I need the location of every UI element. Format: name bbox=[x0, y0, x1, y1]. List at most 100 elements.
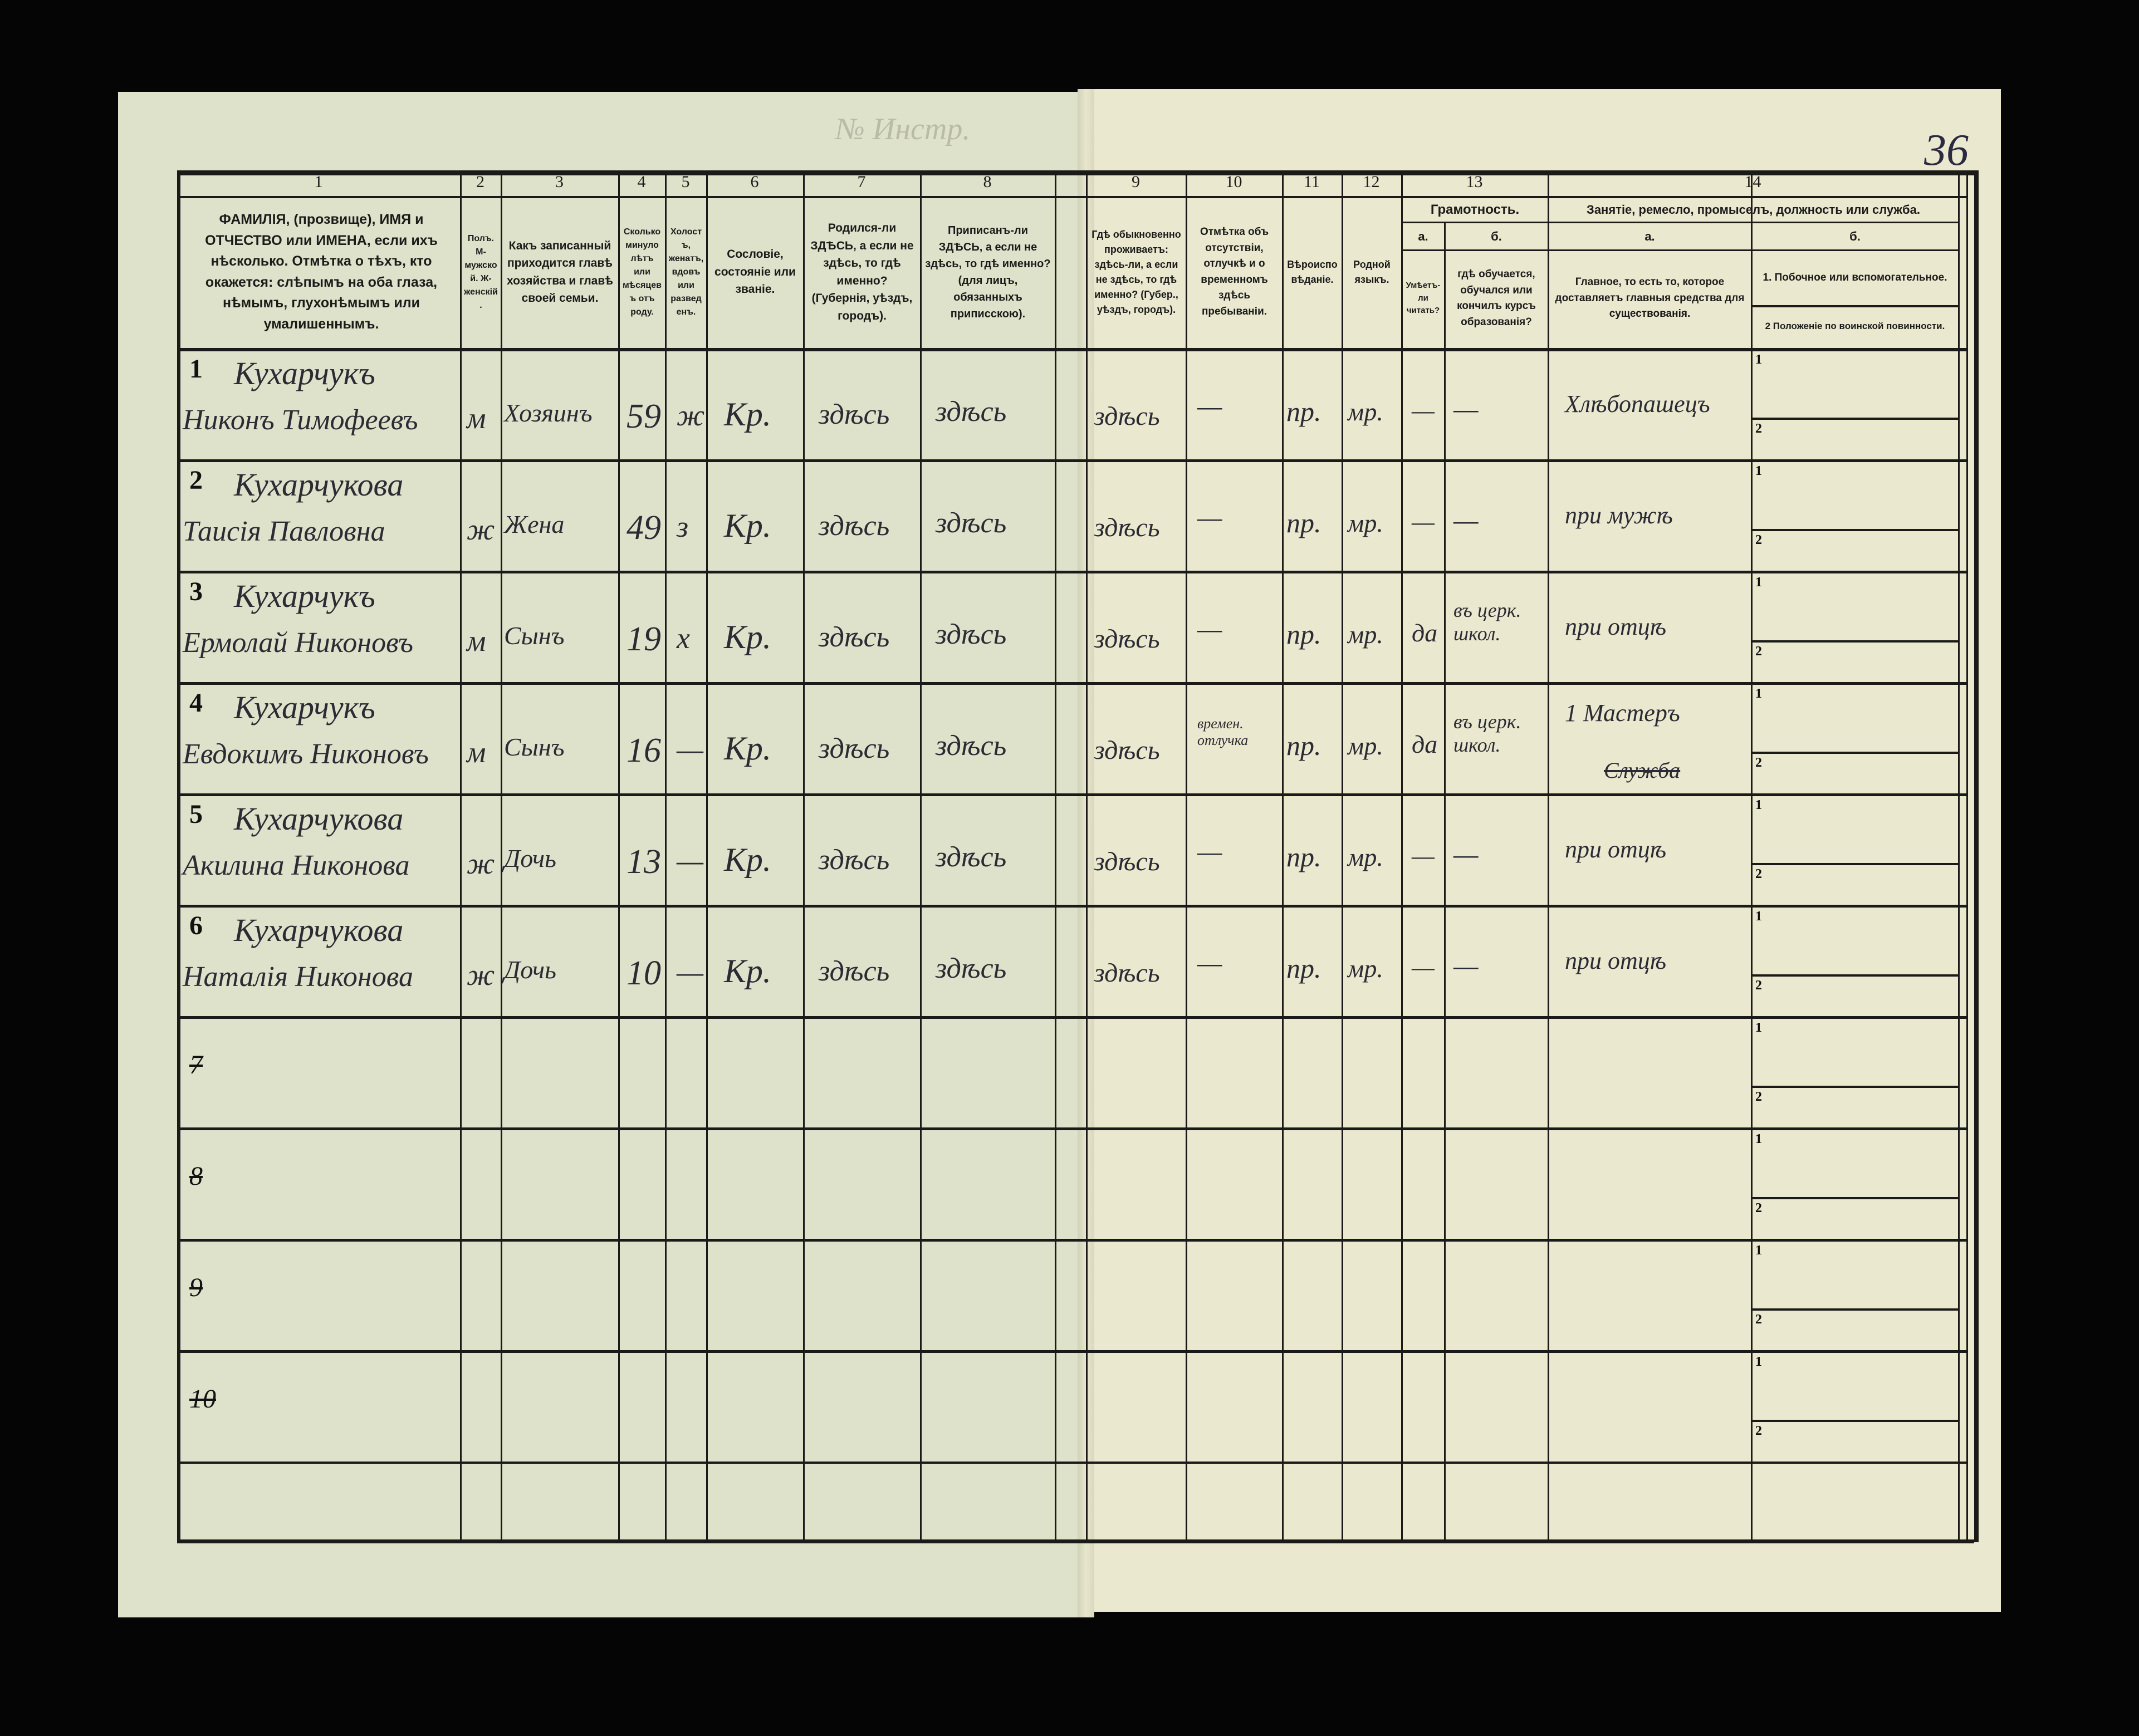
absence-value: — bbox=[1197, 613, 1222, 644]
row-number: 6 bbox=[189, 911, 203, 940]
birthplace-value: здѣсь bbox=[819, 733, 890, 764]
column-line bbox=[1055, 170, 1056, 1539]
person-given-name: Евдокимъ Никоновъ bbox=[183, 738, 429, 770]
marital-status-value: х bbox=[677, 621, 690, 655]
header-literacy-a: а. bbox=[1418, 229, 1428, 243]
language-value: мр. bbox=[1348, 509, 1383, 537]
column-number: 8 bbox=[983, 173, 992, 191]
rule-line bbox=[177, 1462, 1966, 1464]
sub-row-label: 1 bbox=[1755, 464, 1762, 478]
header-birthplace: Родился-ли ЗДѢСЬ, а если не здѣсь, то гд… bbox=[810, 222, 914, 322]
sub-row-label: 2 bbox=[1755, 533, 1762, 547]
row-number: 7 bbox=[189, 1050, 203, 1080]
person-given-name: Никонъ Тимофеевъ bbox=[183, 404, 418, 436]
sub-row-label: 1 bbox=[1755, 686, 1762, 701]
sex-value: ж bbox=[467, 958, 495, 992]
row-number: 10 bbox=[189, 1384, 216, 1414]
birthplace-value: здѣсь bbox=[819, 399, 890, 430]
rule-line bbox=[1751, 305, 1958, 307]
registration-value: здѣсь bbox=[936, 396, 1007, 428]
language-value: мр. bbox=[1348, 732, 1383, 760]
rule-line bbox=[1751, 752, 1958, 754]
birthplace-value: здѣсь bbox=[819, 844, 890, 876]
column-number: 9 bbox=[1132, 173, 1140, 191]
column-number: 13 bbox=[1466, 173, 1483, 191]
residence-value: здѣсь bbox=[1094, 401, 1160, 431]
header-occupation-a: а. bbox=[1644, 229, 1655, 243]
column-line bbox=[1186, 170, 1187, 1539]
sex-value: м bbox=[467, 624, 486, 658]
row-number: 9 bbox=[189, 1273, 203, 1302]
absence-value: — bbox=[1197, 390, 1222, 421]
relation-value: Дочь bbox=[504, 955, 556, 984]
rule-line bbox=[1751, 640, 1958, 643]
language-value: мр. bbox=[1348, 398, 1383, 426]
estate-value: Кр. bbox=[724, 619, 771, 655]
literacy-value: — bbox=[1412, 507, 1435, 536]
column-number: 12 bbox=[1363, 173, 1380, 191]
header-can-read: Умѣетъ-ли читать? bbox=[1406, 281, 1441, 316]
sub-row-label: 1 bbox=[1755, 909, 1762, 924]
literacy-value: — bbox=[1412, 841, 1435, 870]
column-number: 5 bbox=[681, 173, 690, 191]
column-number: 1 bbox=[314, 173, 323, 191]
header-main-occupation: Главное, то есть то, которое доставляетъ… bbox=[1555, 276, 1745, 320]
residence-value: здѣсь bbox=[1094, 735, 1160, 765]
rule-line bbox=[177, 196, 1966, 198]
occupation-value: при отцѣ bbox=[1565, 836, 1667, 863]
person-surname: Кухарчукъ bbox=[234, 355, 375, 391]
header-occupation-b: б. bbox=[1849, 229, 1861, 243]
row-number: 1 bbox=[189, 354, 203, 384]
person-given-name: Акилина Никонова bbox=[183, 850, 410, 881]
column-number: 4 bbox=[637, 173, 646, 191]
column-line bbox=[1401, 170, 1403, 1539]
occupation-struck-value: Служба bbox=[1604, 758, 1681, 783]
column-line bbox=[1974, 170, 1979, 1542]
person-surname: Кухарчукъ bbox=[234, 689, 375, 725]
sub-row-label: 2 bbox=[1755, 1424, 1762, 1438]
religion-value: пр. bbox=[1286, 841, 1321, 872]
education-value: — bbox=[1453, 950, 1479, 981]
person-given-name: Наталія Никонова bbox=[183, 961, 413, 993]
registration-value: здѣсь bbox=[936, 953, 1007, 984]
header-surname-name: ФАМИЛІЯ, (прозвище), ИМЯ и ОТЧЕСТВО или … bbox=[205, 212, 438, 332]
page-number: 36 bbox=[1924, 126, 1969, 175]
age-value: 10 bbox=[626, 954, 661, 992]
relation-value: Сынъ bbox=[504, 733, 565, 761]
occupation-value: при отцѣ bbox=[1565, 613, 1667, 640]
relation-value: Хозяинъ bbox=[504, 399, 593, 427]
marital-status-value: — bbox=[677, 955, 704, 989]
occupation-value: Хлѣбопашецъ bbox=[1565, 390, 1710, 418]
column-number: 2 bbox=[476, 173, 484, 191]
birthplace-value: здѣсь bbox=[819, 955, 890, 987]
occupation-value: 1 Мастеръ bbox=[1565, 699, 1680, 727]
registration-value: здѣсь bbox=[936, 841, 1007, 873]
absence-value: — bbox=[1197, 947, 1222, 978]
rule-line bbox=[177, 1127, 1966, 1130]
row-number: 5 bbox=[189, 800, 203, 829]
sub-row-label: 1 bbox=[1755, 1243, 1762, 1258]
rule-line bbox=[1751, 1420, 1958, 1422]
estate-value: Кр. bbox=[724, 507, 771, 544]
column-number: 3 bbox=[555, 173, 564, 191]
residence-value: здѣсь bbox=[1094, 624, 1160, 654]
column-number: 7 bbox=[857, 173, 866, 191]
absence-value: — bbox=[1197, 836, 1222, 867]
age-value: 49 bbox=[626, 509, 661, 547]
rule-line bbox=[177, 459, 1966, 462]
left-page bbox=[118, 92, 1087, 1617]
header-military-status: 2 Положеніе по воинской повинности. bbox=[1765, 321, 1945, 332]
marital-status-value: з bbox=[677, 510, 689, 543]
sub-row-label: 2 bbox=[1755, 1201, 1762, 1215]
sub-row-label: 1 bbox=[1755, 1132, 1762, 1146]
language-value: мр. bbox=[1348, 843, 1383, 871]
education-value: — bbox=[1453, 393, 1479, 424]
column-line bbox=[1548, 170, 1549, 1539]
right-page bbox=[1085, 89, 2001, 1612]
estate-value: Кр. bbox=[724, 730, 771, 767]
absence-value: — bbox=[1197, 502, 1222, 533]
sex-value: ж bbox=[467, 513, 495, 546]
row-number: 2 bbox=[189, 465, 203, 495]
estate-value: Кр. bbox=[724, 396, 771, 433]
occupation-value: при отцѣ bbox=[1565, 947, 1667, 974]
